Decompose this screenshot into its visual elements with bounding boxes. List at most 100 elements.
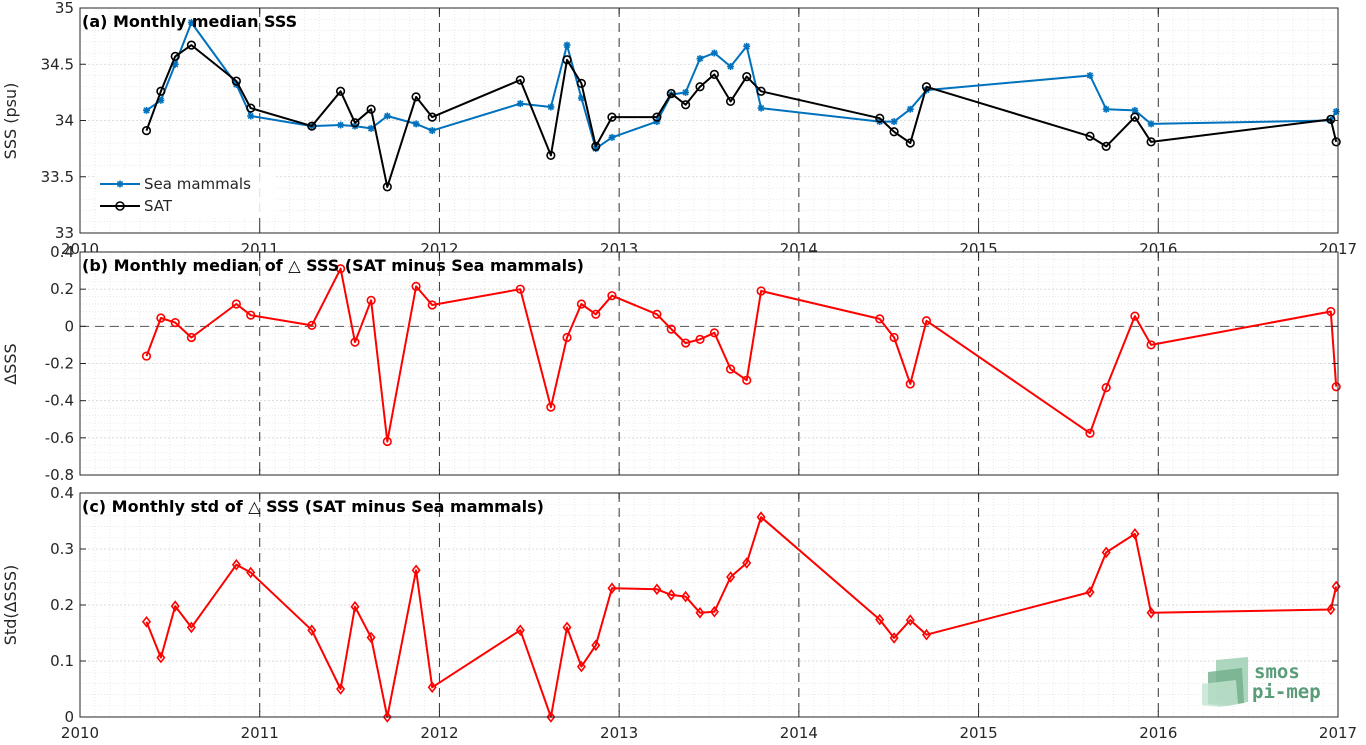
legend-marker-sea-mammals (116, 180, 124, 188)
data-point (411, 92, 421, 102)
data-point (1086, 72, 1094, 79)
data-point (756, 511, 766, 523)
data-point (682, 88, 690, 96)
data-point (607, 291, 617, 301)
data-point (350, 337, 360, 347)
data-point (1332, 108, 1340, 115)
data-point (652, 309, 662, 319)
data-point (231, 299, 241, 309)
panel-a-ylabel: SSS (psu) (1, 83, 20, 160)
data-point (652, 112, 662, 122)
data-point (515, 284, 525, 294)
data-point (383, 112, 391, 120)
data-point (141, 615, 152, 628)
data-point (141, 351, 152, 361)
data-point (681, 590, 691, 603)
data-point (666, 88, 676, 99)
data-point (186, 40, 197, 50)
data-point (382, 711, 392, 723)
data-point (231, 76, 241, 86)
data-point (562, 55, 572, 65)
data-point (427, 681, 437, 694)
data-point (307, 121, 317, 131)
data-point (156, 86, 166, 96)
data-point (591, 141, 601, 151)
smos-pi-mep-logo: smos pi-mep (1202, 657, 1321, 707)
logo-line-1: smos (1254, 661, 1300, 683)
y-tick-label: 33 (55, 224, 74, 242)
data-point (591, 639, 601, 652)
panel-c-ylabel: Std(ΔSSS) (1, 565, 20, 645)
data-point (875, 113, 885, 123)
data-point (666, 324, 676, 334)
data-point (591, 309, 601, 319)
logo-wave-front (1202, 680, 1238, 707)
data-point (1146, 137, 1156, 147)
y-tick-label: 34.5 (41, 55, 74, 73)
data-point (889, 127, 899, 137)
data-point (576, 78, 587, 88)
data-point (1147, 120, 1155, 128)
data-point (141, 126, 152, 136)
data-point (906, 105, 914, 113)
data-point (695, 82, 705, 92)
data-point (681, 338, 691, 348)
x-tick-label: 2014 (780, 724, 818, 742)
data-point (1331, 580, 1341, 593)
data-point (307, 624, 317, 637)
y-tick-label: 0.3 (50, 540, 74, 558)
x-tick-label: 2012 (420, 724, 458, 742)
series-line (145, 516, 1338, 718)
data-point (335, 264, 346, 274)
data-point (696, 55, 704, 63)
data-point (247, 112, 255, 120)
data-point (411, 281, 421, 291)
data-point (1085, 131, 1095, 141)
data-point (546, 711, 556, 723)
data-point (681, 100, 691, 110)
data-point (231, 558, 241, 571)
data-point (695, 606, 705, 619)
y-tick-label: -0.2 (45, 355, 74, 373)
data-point (546, 402, 556, 412)
data-point (905, 614, 915, 626)
data-point (1331, 382, 1341, 392)
data-point (1101, 383, 1111, 393)
data-point (366, 104, 376, 114)
data-point (710, 49, 718, 57)
y-tick-label: 34 (55, 112, 74, 130)
data-point (427, 300, 437, 310)
data-point (607, 582, 617, 595)
data-point (875, 314, 885, 324)
data-point (170, 318, 180, 328)
data-point (1085, 586, 1095, 598)
data-point (725, 364, 736, 374)
data-point (890, 118, 898, 126)
data-point (756, 86, 766, 96)
data-point (382, 436, 392, 447)
data-point (1102, 105, 1110, 113)
panel-b-ylabel: ΔSSS (1, 343, 20, 384)
data-point (1101, 141, 1111, 151)
y-tick-label: 0 (64, 317, 74, 335)
legend-box (96, 172, 276, 216)
data-point (743, 42, 751, 50)
data-point (186, 621, 196, 634)
legend-label-sea-mammals: Sea mammals (144, 175, 251, 193)
y-tick-label: 0.2 (50, 596, 74, 614)
legend-marker-sat (115, 201, 125, 211)
y-tick-label: 0.2 (50, 280, 74, 298)
y-tick-label: -0.6 (45, 429, 74, 447)
data-point (1130, 311, 1140, 321)
data-point (1146, 340, 1156, 350)
data-point (170, 600, 180, 612)
x-tick-label: 2011 (241, 724, 279, 742)
data-point (905, 379, 915, 389)
data-point (411, 564, 421, 577)
data-point (742, 375, 752, 385)
data-point (412, 120, 420, 128)
data-point (336, 683, 346, 695)
y-tick-label: -0.4 (45, 392, 74, 410)
data-point (742, 72, 752, 82)
